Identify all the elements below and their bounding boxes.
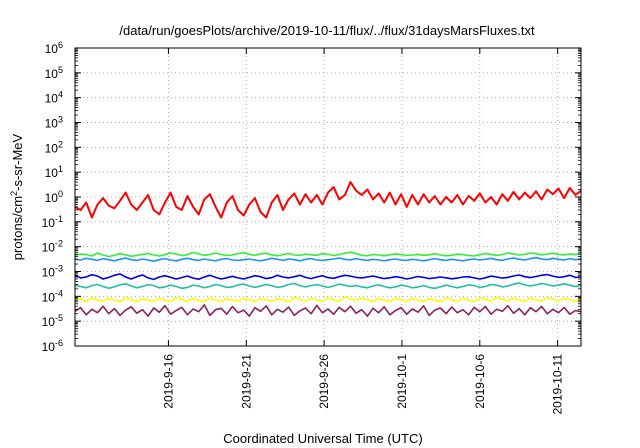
y-tick-exp: -6	[55, 338, 63, 348]
y-tick-base: 10	[42, 340, 56, 354]
y-tick-exp: 1	[58, 164, 63, 174]
y-tick-label: 100	[45, 189, 63, 205]
y-tick-exp: -2	[55, 239, 63, 249]
y-axis-label: protons/cm2-s-sr-MeV	[9, 133, 25, 260]
y-tick-label: 101	[45, 164, 63, 180]
y-axis-label-post: -s-sr-MeV	[10, 133, 25, 190]
x-tick-label: 2019-10-11	[551, 354, 565, 415]
x-tick-label: 2019-9-26	[317, 354, 331, 409]
y-tick-base: 10	[42, 266, 56, 280]
series-line-1	[74, 181, 582, 219]
y-tick-exp: -4	[55, 288, 63, 298]
y-tick-label: 104	[45, 90, 63, 106]
y-axis-label-pre: protons/cm	[10, 196, 25, 260]
series-line-7	[74, 304, 582, 317]
y-tick-label: 10-1	[42, 214, 63, 230]
y-tick-base: 10	[45, 191, 59, 205]
y-tick-exp: 3	[58, 115, 63, 125]
chart-title: /data/run/goesPlots/archive/2019-10-11/f…	[119, 23, 535, 38]
y-tick-label: 10-3	[42, 264, 63, 280]
y-tick-label: 10-6	[42, 338, 63, 354]
y-tick-base: 10	[45, 141, 59, 155]
y-tick-exp: 0	[58, 189, 63, 199]
y-tick-base: 10	[42, 290, 56, 304]
y-tick-base: 10	[45, 67, 59, 81]
series-line-6	[74, 296, 582, 303]
y-tick-base: 10	[45, 166, 59, 180]
y-tick-exp: -1	[55, 214, 63, 224]
y-tick-base: 10	[45, 42, 59, 56]
x-tick-label: 2019-9-21	[239, 354, 253, 409]
y-tick-exp: 5	[58, 65, 63, 75]
y-tick-label: 103	[45, 115, 63, 131]
series-group	[74, 181, 582, 317]
series-line-3	[74, 256, 582, 263]
y-tick-label: 10-5	[42, 313, 63, 329]
y-tick-base: 10	[45, 92, 59, 106]
x-tick-label: 2019-10-6	[473, 354, 487, 409]
y-tick-label: 105	[45, 65, 63, 81]
y-tick-exp: 2	[58, 139, 63, 149]
x-tick-label: 2019-10-1	[395, 354, 409, 409]
series-line-2	[74, 251, 582, 258]
series-line-4	[74, 273, 582, 281]
y-tick-base: 10	[42, 241, 56, 255]
x-tick-label: 2019-9-16	[161, 354, 175, 409]
x-axis-label: Coordinated Universal Time (UTC)	[223, 431, 422, 446]
y-tick-label: 10-2	[42, 239, 63, 255]
y-axis-ticks: 10-610-510-410-310-210-11001011021031041…	[42, 40, 581, 354]
y-tick-exp: -3	[55, 264, 63, 274]
x-axis-ticks: 2019-9-16 2019-9-21 2019-9-26 2019-10-1 2019…	[161, 48, 565, 415]
y-tick-label: 102	[45, 139, 63, 155]
y-tick-base: 10	[42, 315, 56, 329]
y-tick-label: 106	[45, 40, 63, 56]
y-tick-label: 10-4	[42, 288, 63, 304]
y-tick-exp: 6	[58, 40, 63, 50]
y-tick-exp: -5	[55, 313, 63, 323]
y-axis-label-sup: 2	[9, 191, 19, 196]
y-tick-exp: 4	[58, 90, 63, 100]
y-tick-base: 10	[42, 216, 56, 230]
series-line-5	[74, 282, 582, 290]
y-tick-base: 10	[45, 117, 59, 131]
